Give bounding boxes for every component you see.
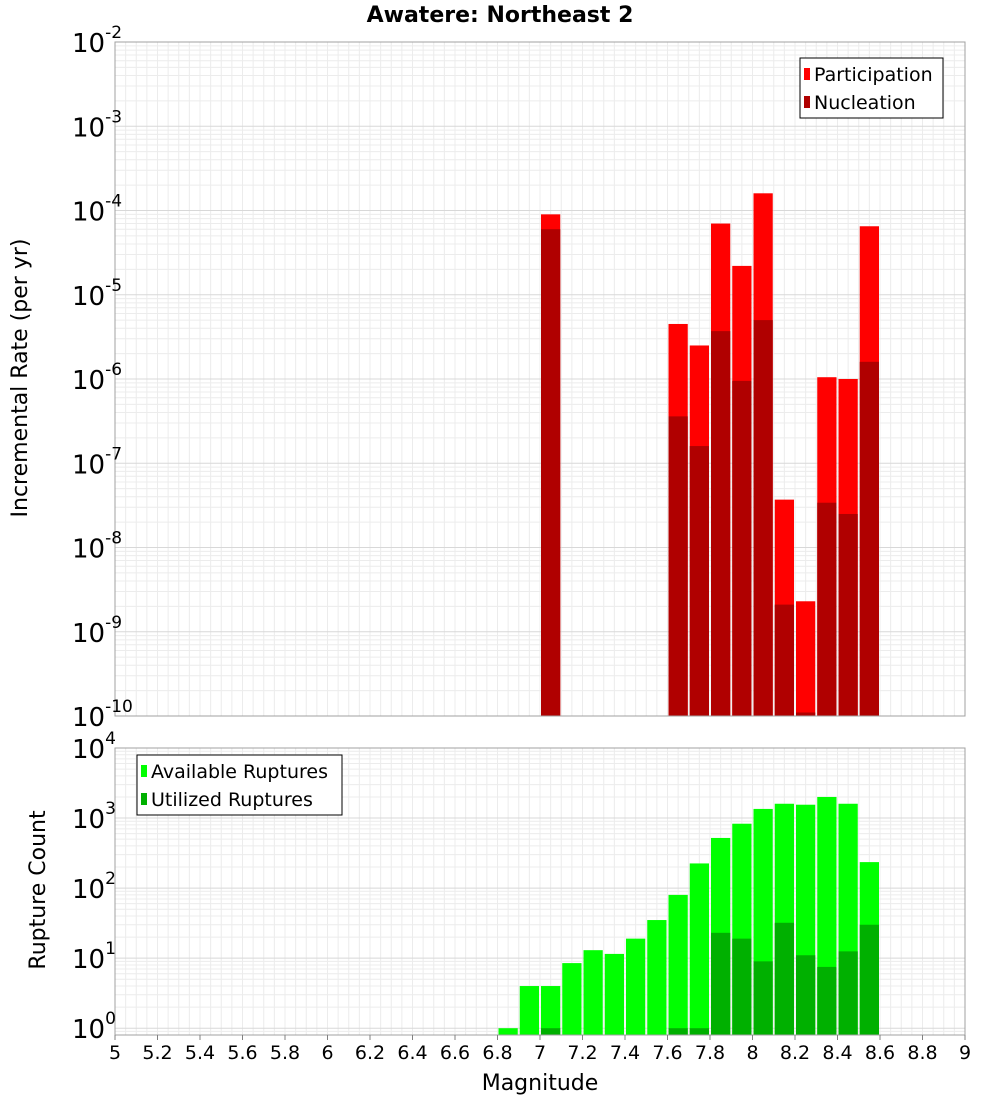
bottom-y-axis-label: Rupture Count [26,810,51,970]
x-tick-label: 5.6 [227,1042,257,1064]
top-panel: 10-210-310-410-510-610-710-810-910-10Par… [72,23,966,733]
top-bar-nucleation [753,320,773,716]
top-bar-nucleation [774,604,794,716]
bottom-bar-utilized-ruptures [796,955,816,1035]
top-bar-nucleation [859,361,879,716]
top-legend-box [799,57,944,119]
x-tick-label: 8.2 [780,1042,810,1064]
top-y-tick-label: 10-10 [72,697,133,733]
top-legend-swatch [804,96,810,108]
top-bar-nucleation [732,380,752,716]
top-bar-nucleation [711,331,731,716]
top-legend: Participation Nucleation [799,57,944,119]
x-tick-label: 8.4 [822,1042,852,1064]
x-tick-label: 6.6 [440,1042,470,1064]
top-bar-nucleation [668,416,688,716]
bottom-legend-box [136,754,343,816]
bottom-legend-swatch [141,793,147,805]
x-tick-label: 6.8 [482,1042,512,1064]
x-tick-label: 8 [746,1042,758,1064]
bottom-y-tick-label: 103 [72,799,116,835]
x-tick-label: 8.6 [865,1042,895,1064]
bottom-legend-label: Available Ruptures [151,761,328,783]
bottom-y-tick-label: 100 [72,1009,116,1045]
bottom-legend: Available Ruptures Utilized Ruptures [136,754,343,816]
bottom-bar-available-ruptures [562,963,582,1035]
top-legend-label: Participation [814,64,933,86]
x-tick-label: 8.8 [907,1042,937,1064]
x-tick-label: 6.2 [355,1042,385,1064]
x-tick-label: 7.2 [567,1042,597,1064]
top-bar-nucleation [796,712,816,716]
x-tick-label: 5.2 [142,1042,172,1064]
top-bar-nucleation [838,513,858,716]
bottom-y-tick-label: 101 [72,939,116,975]
bottom-bar-utilized-ruptures [668,1028,688,1035]
top-plot-frame [114,41,966,717]
bottom-bar-utilized-ruptures [838,951,858,1035]
x-tick-label: 5.8 [270,1042,300,1064]
x-axis-label: Magnitude [482,1071,599,1096]
bottom-bar-available-ruptures [647,920,667,1035]
bottom-bar-utilized-ruptures [753,961,773,1035]
bottom-bar-utilized-ruptures [732,938,752,1035]
chart-title: Awatere: Northeast 2 [367,3,634,28]
x-tick-label: 7 [534,1042,546,1064]
x-tick-label: 7.6 [652,1042,682,1064]
bottom-bar-available-ruptures [583,950,603,1035]
bottom-bar-available-ruptures [519,986,539,1035]
x-tick-label: 6.4 [397,1042,427,1064]
bottom-y-tick-label: 102 [72,869,116,905]
bottom-bar-utilized-ruptures [689,1028,709,1035]
top-bar-nucleation [689,446,709,716]
bottom-bar-utilized-ruptures [541,1028,561,1035]
bottom-bar-available-ruptures [626,938,646,1035]
x-tick-label: 5 [109,1042,121,1064]
bottom-bar-utilized-ruptures [711,932,731,1035]
top-bar-nucleation [541,229,561,717]
top-y-axis-label: Incremental Rate (per yr) [8,239,33,518]
bottom-bar-utilized-ruptures [774,922,794,1035]
bottom-bar-available-ruptures [604,953,624,1035]
bottom-bar-available-ruptures [689,863,709,1035]
x-tick-label: 5.4 [185,1042,215,1064]
bottom-legend-swatch [141,765,147,777]
x-tick-label: 7.8 [695,1042,725,1064]
top-bar-participation [796,601,816,716]
bottom-bar-available-ruptures [498,1028,518,1035]
x-tick-label: 7.4 [610,1042,640,1064]
bottom-bar-available-ruptures [668,894,688,1035]
x-tick-label: 9 [959,1042,971,1064]
bottom-bar-available-ruptures [541,986,561,1035]
bottom-y-tick-label: 104 [72,729,116,765]
bottom-bar-utilized-ruptures [817,966,837,1035]
top-legend-swatch [804,68,810,80]
bottom-bar-utilized-ruptures [859,924,879,1035]
top-legend-label: Nucleation [814,92,916,114]
bottom-panel: 104 103 102 101 100 Available Ruptures Utilize… [72,729,971,1064]
top-bar-nucleation [817,502,837,716]
bottom-legend-label: Utilized Ruptures [151,789,313,811]
x-tick-label: 6 [321,1042,333,1064]
